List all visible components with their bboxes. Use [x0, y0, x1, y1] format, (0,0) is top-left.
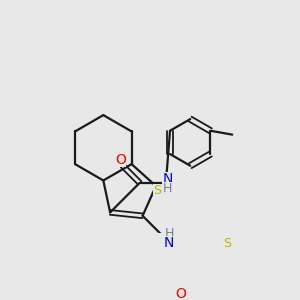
Text: H: H: [164, 227, 174, 240]
Text: S: S: [153, 184, 161, 197]
Text: H: H: [163, 182, 172, 195]
Text: O: O: [175, 286, 186, 300]
Text: N: N: [164, 236, 174, 250]
Text: N: N: [163, 172, 173, 186]
Text: S: S: [223, 237, 231, 250]
Text: O: O: [115, 153, 126, 167]
